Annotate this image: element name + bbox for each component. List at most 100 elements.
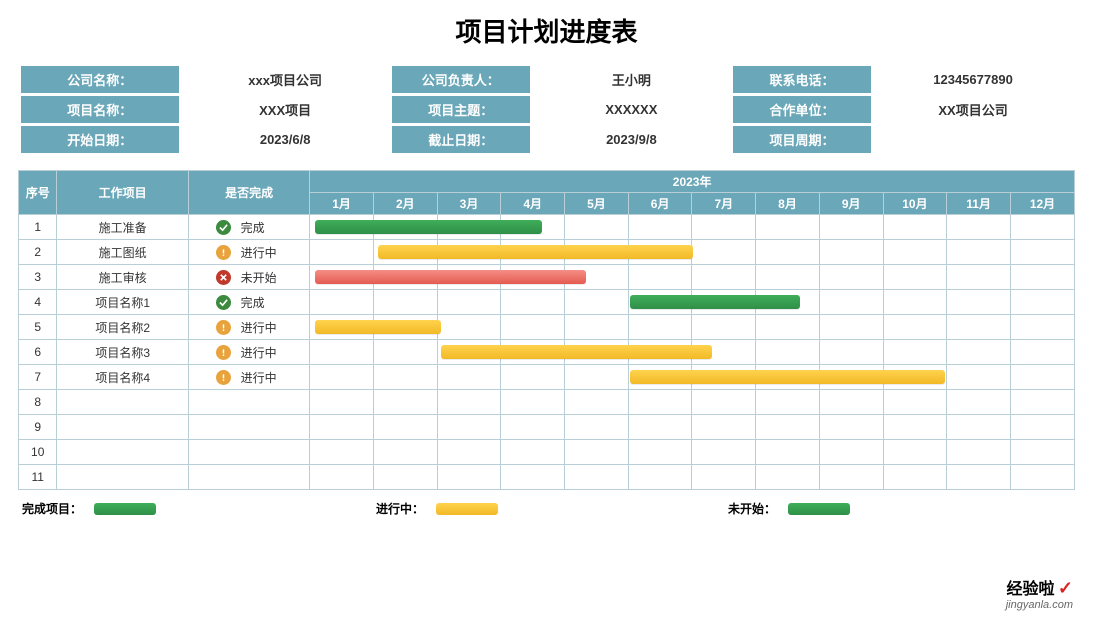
table-row: 5项目名称2进行中 [19, 315, 1075, 340]
month-cell [373, 465, 437, 490]
month-cell [310, 365, 374, 390]
month-cell [373, 265, 437, 290]
month-cell [1010, 365, 1074, 390]
month-cell [1010, 290, 1074, 315]
page-title: 项目计划进度表 [18, 12, 1075, 49]
month-cell [628, 265, 692, 290]
table-row: 11 [19, 465, 1075, 490]
month-cell [756, 315, 820, 340]
month-cell [1010, 240, 1074, 265]
info-value: XXX项目 [182, 96, 389, 123]
col-seq-header: 序号 [19, 171, 57, 215]
task-cell: 施工准备 [57, 215, 188, 240]
table-row: 4项目名称1完成 [19, 290, 1075, 315]
month-cell [692, 290, 756, 315]
task-cell: 项目名称2 [57, 315, 188, 340]
warning-icon [216, 345, 231, 360]
info-table: 公司名称：xxx项目公司公司负责人：王小明联系电话：12345677890项目名… [18, 63, 1075, 156]
status-text: 完成 [241, 219, 283, 236]
info-value: 王小明 [533, 66, 730, 93]
gantt-table: 序号 工作项目 是否完成 2023年 1月2月3月4月5月6月7月8月9月10月… [18, 170, 1075, 490]
month-header: 12月 [1010, 193, 1074, 215]
month-cell [373, 240, 437, 265]
table-row: 8 [19, 390, 1075, 415]
month-header: 7月 [692, 193, 756, 215]
month-cell [883, 265, 947, 290]
month-cell [819, 365, 883, 390]
month-cell [883, 290, 947, 315]
watermark: 经验啦 ✓ jingyanla.com [1006, 579, 1073, 611]
month-cell [628, 315, 692, 340]
table-row: 6项目名称3进行中 [19, 340, 1075, 365]
month-cell [437, 465, 501, 490]
month-cell [501, 265, 565, 290]
seq-cell: 2 [19, 240, 57, 265]
month-cell [947, 290, 1011, 315]
info-value: XXXXXX [533, 96, 730, 123]
month-cell [819, 465, 883, 490]
month-cell [310, 390, 374, 415]
month-cell [628, 390, 692, 415]
month-cell [692, 215, 756, 240]
legend-notstarted-label: 未开始： [728, 500, 776, 517]
month-cell [628, 340, 692, 365]
legend-row: 完成项目： 进行中： 未开始： [18, 500, 1075, 517]
month-cell [1010, 415, 1074, 440]
month-cell [692, 365, 756, 390]
month-cell [883, 415, 947, 440]
month-cell [1010, 340, 1074, 365]
status-text: 完成 [241, 294, 283, 311]
info-value: 12345677890 [874, 66, 1072, 93]
month-cell [565, 365, 629, 390]
status-cell: 完成 [188, 215, 309, 240]
legend-done-bar [94, 503, 156, 515]
month-cell [692, 265, 756, 290]
task-cell: 施工图纸 [57, 240, 188, 265]
month-cell [756, 415, 820, 440]
month-cell [437, 290, 501, 315]
month-cell [883, 315, 947, 340]
month-cell [883, 390, 947, 415]
info-value: 2023/6/8 [182, 126, 389, 153]
warning-icon [216, 245, 231, 260]
month-cell [310, 440, 374, 465]
month-cell [310, 465, 374, 490]
month-cell [947, 340, 1011, 365]
month-cell [310, 340, 374, 365]
status-cell: 进行中 [188, 365, 309, 390]
month-cell [628, 465, 692, 490]
month-cell [692, 315, 756, 340]
month-header: 5月 [565, 193, 629, 215]
legend-progress-label: 进行中： [376, 500, 424, 517]
month-header: 10月 [883, 193, 947, 215]
month-cell [819, 390, 883, 415]
month-cell [692, 240, 756, 265]
month-cell [1010, 390, 1074, 415]
task-cell [57, 465, 188, 490]
month-cell [1010, 215, 1074, 240]
month-cell [947, 240, 1011, 265]
seq-cell: 1 [19, 215, 57, 240]
month-cell [756, 365, 820, 390]
watermark-url: jingyanla.com [1006, 599, 1073, 611]
check-icon [216, 220, 231, 235]
month-cell [692, 440, 756, 465]
month-cell [501, 240, 565, 265]
info-value: 2023/9/8 [533, 126, 730, 153]
month-cell [756, 340, 820, 365]
info-value: XX项目公司 [874, 96, 1072, 123]
month-cell [373, 365, 437, 390]
month-cell [883, 440, 947, 465]
month-cell [947, 315, 1011, 340]
month-cell [819, 240, 883, 265]
warning-icon [216, 320, 231, 335]
month-cell [437, 390, 501, 415]
watermark-check-icon: ✓ [1058, 578, 1073, 598]
task-cell [57, 390, 188, 415]
status-cell: 进行中 [188, 240, 309, 265]
month-cell [501, 390, 565, 415]
status-text: 进行中 [241, 244, 283, 261]
status-cell: 进行中 [188, 340, 309, 365]
month-cell [1010, 465, 1074, 490]
seq-cell: 11 [19, 465, 57, 490]
